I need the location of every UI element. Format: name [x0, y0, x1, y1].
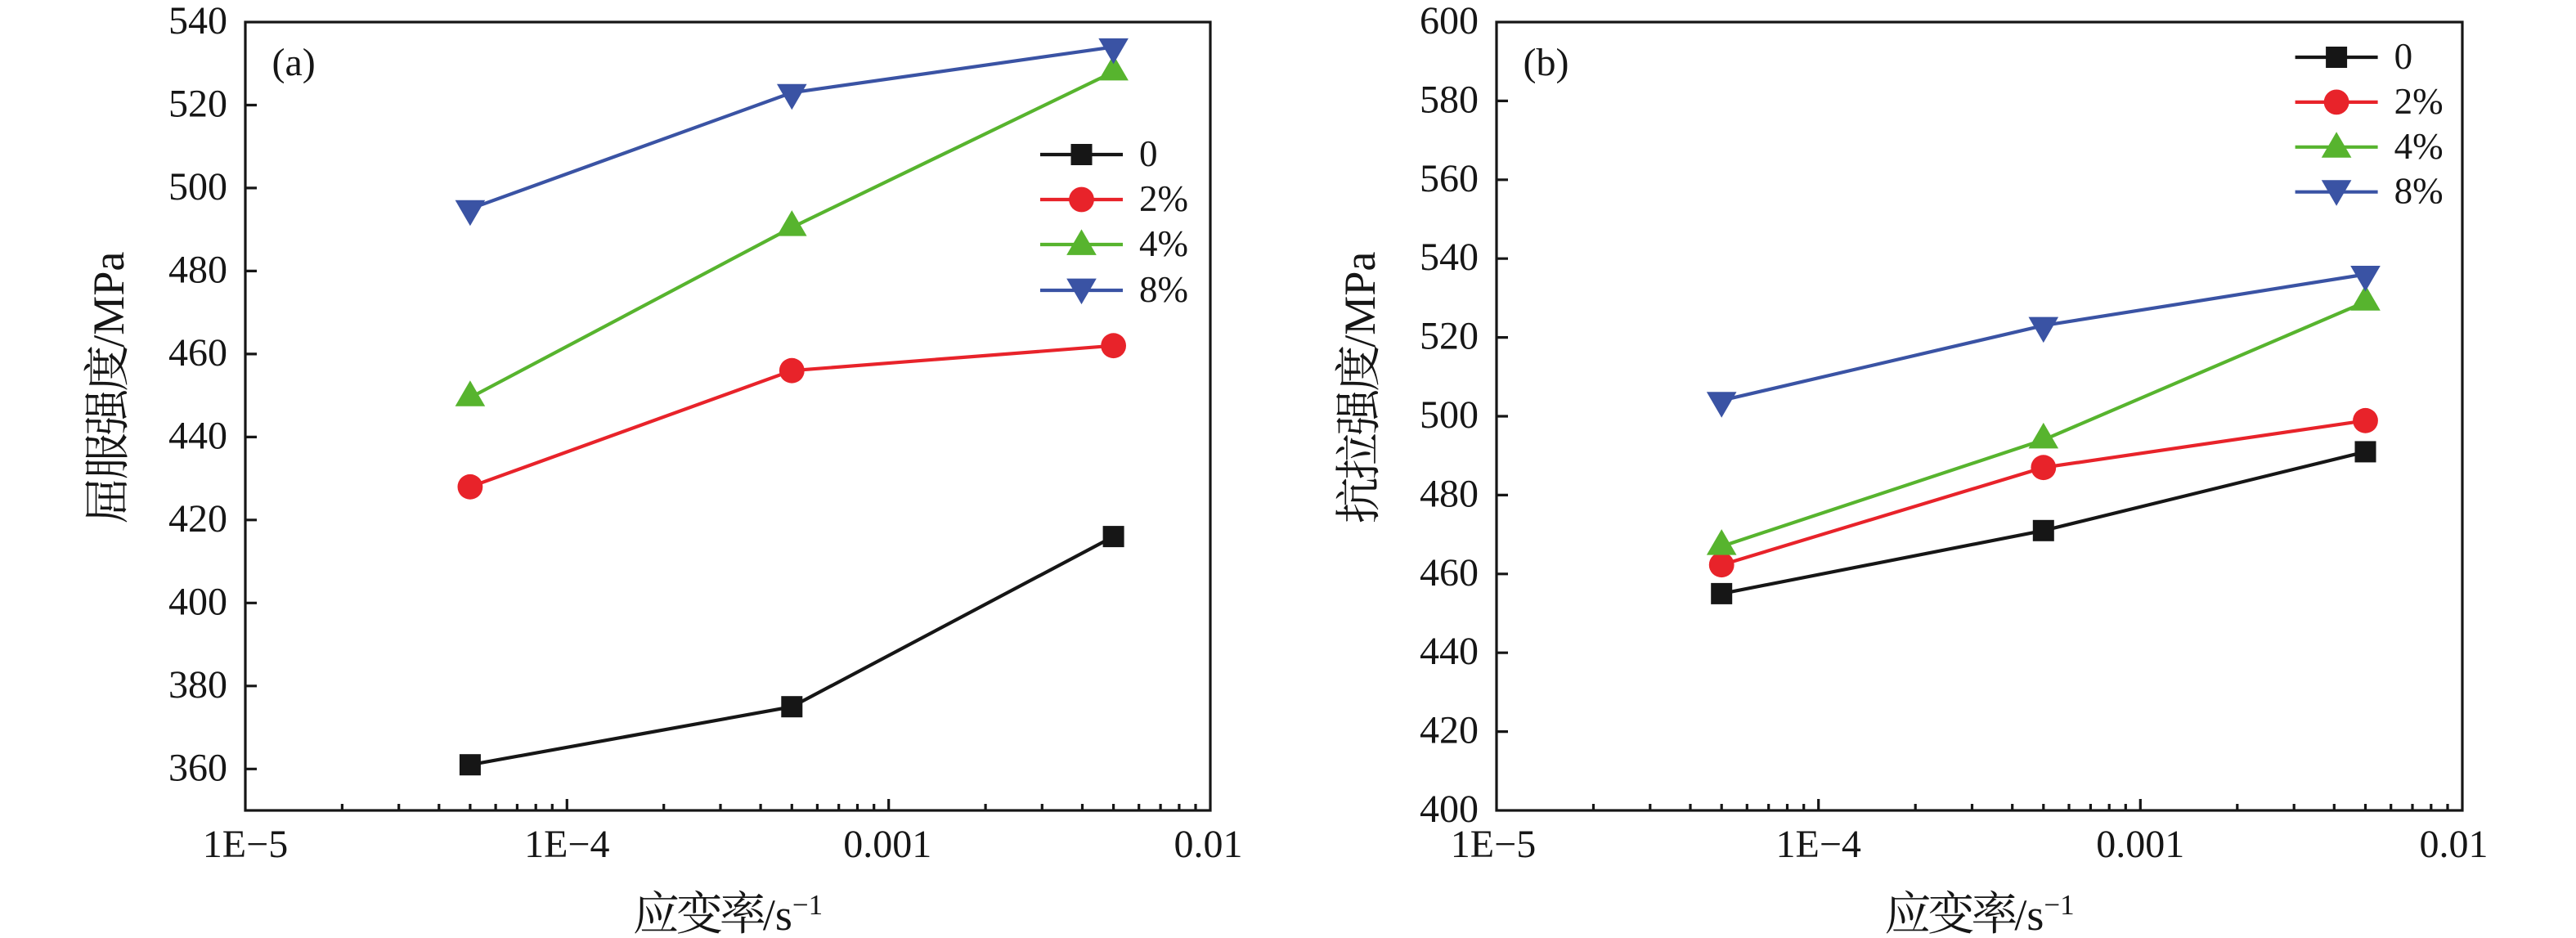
svg-text:540: 540: [1420, 236, 1479, 279]
svg-text:400: 400: [168, 580, 227, 623]
svg-text:600: 600: [1420, 0, 1479, 43]
svg-text:1E−4: 1E−4: [1776, 823, 1861, 866]
svg-text:(b): (b): [1524, 41, 1569, 84]
svg-text:−1: −1: [2044, 889, 2074, 921]
svg-text:/MPa: /MPa: [1335, 252, 1384, 348]
svg-text:8%: 8%: [2394, 171, 2444, 212]
svg-text:520: 520: [1420, 315, 1479, 358]
svg-text:440: 440: [1420, 630, 1479, 673]
svg-text:420: 420: [168, 497, 227, 541]
svg-text:0.001: 0.001: [2096, 823, 2184, 866]
svg-text:1E−5: 1E−5: [203, 823, 288, 866]
svg-text:8%: 8%: [1139, 269, 1188, 310]
svg-text:/MPa: /MPa: [84, 252, 133, 348]
svg-text:2%: 2%: [1139, 178, 1188, 219]
svg-text:540: 540: [168, 0, 227, 43]
svg-text:500: 500: [168, 165, 227, 209]
svg-text:420: 420: [1420, 709, 1479, 752]
svg-text:/s: /s: [2014, 891, 2044, 934]
svg-text:−1: −1: [792, 889, 823, 921]
svg-text:580: 580: [1420, 78, 1479, 121]
svg-text:0.01: 0.01: [2420, 823, 2488, 866]
svg-text:360: 360: [168, 746, 227, 789]
svg-text:0: 0: [2394, 36, 2413, 77]
svg-text:480: 480: [168, 248, 227, 291]
svg-text:1E−5: 1E−5: [1451, 823, 1536, 866]
svg-text:460: 460: [168, 331, 227, 375]
svg-text:0: 0: [1139, 133, 1158, 174]
svg-text:520: 520: [168, 83, 227, 126]
svg-text:480: 480: [1420, 472, 1479, 515]
svg-text:440: 440: [168, 414, 227, 457]
svg-text:400: 400: [1420, 788, 1479, 831]
svg-text:500: 500: [1420, 393, 1479, 437]
svg-text:460: 460: [1420, 551, 1479, 595]
svg-text:4%: 4%: [1139, 223, 1188, 264]
svg-text:2%: 2%: [2394, 81, 2444, 122]
svg-text:1E−4: 1E−4: [524, 823, 609, 866]
svg-text:4%: 4%: [2394, 126, 2444, 167]
svg-text:0.01: 0.01: [1174, 823, 1243, 866]
svg-text:/s: /s: [763, 891, 792, 934]
svg-text:0.001: 0.001: [843, 823, 931, 866]
svg-text:380: 380: [168, 663, 227, 707]
svg-text:560: 560: [1420, 157, 1479, 200]
svg-text:(a): (a): [272, 41, 316, 84]
